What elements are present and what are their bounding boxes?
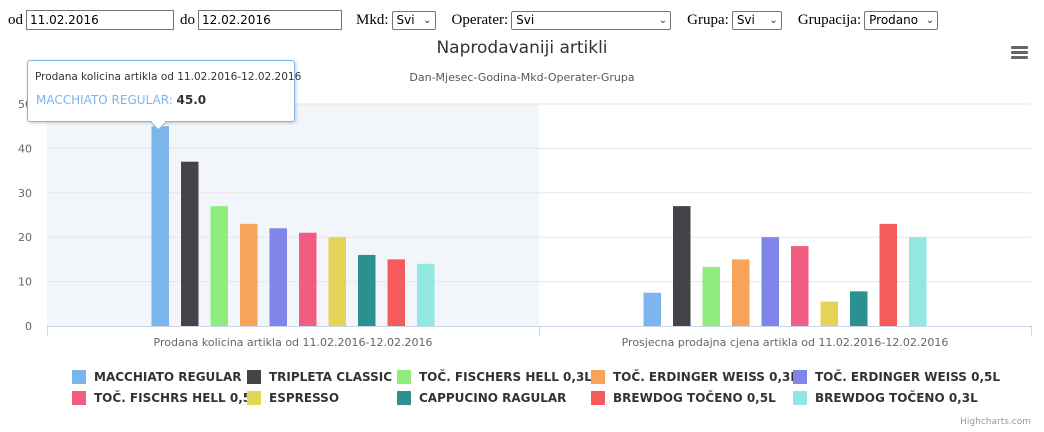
grupacija-label: Grupacija:: [797, 11, 862, 28]
y-tick-label: 10: [18, 276, 32, 289]
category-highlight: [47, 104, 539, 326]
bar: [673, 206, 691, 326]
bar: [358, 254, 376, 326]
x-tick-label: Prodana kolicina artikla od 11.02.2016-1…: [154, 336, 433, 349]
legend-swatch: [591, 370, 605, 384]
tooltip-point: MACCHIATO REGULAR: 45.0: [36, 93, 207, 107]
legend-item[interactable]: BREWDOG TOČENO 0,3L: [793, 391, 978, 405]
chart-subtitle: Dan-Mjesec-Godina-Mkd-Operater-Grupa: [409, 71, 635, 84]
grupacija-select[interactable]: Prodano ⌄: [864, 10, 939, 30]
bar: [269, 228, 287, 326]
grupa-label: Grupa:: [687, 11, 729, 28]
y-tick-label: 30: [18, 187, 32, 200]
legend-label: BREWDOG TOČENO 0,3L: [815, 391, 978, 405]
legend-item[interactable]: TRIPLETA CLASSIC: [247, 370, 392, 384]
legend-item[interactable]: BREWDOG TOČENO 0,5L: [591, 391, 776, 405]
chart-title: Naprodavaniji artikli: [436, 38, 608, 58]
legend-swatch: [247, 391, 261, 405]
legend-swatch: [397, 370, 411, 384]
legend-label: ESPRESSO: [269, 391, 340, 405]
date-from-input[interactable]: [26, 10, 174, 30]
legend-swatch: [793, 391, 807, 405]
legend-item[interactable]: MACCHIATO REGULAR: [72, 370, 241, 384]
legend-label: TOČ. FISCHERS HELL 0,3L: [419, 370, 592, 384]
chevron-down-icon: ⌄: [423, 14, 432, 26]
legend-label: MACCHIATO REGULAR: [94, 370, 242, 384]
date-to-label: do: [180, 11, 195, 28]
credits-link[interactable]: Highcharts.com: [960, 417, 1031, 427]
grupacija-select-value: Prodano: [869, 13, 919, 27]
legend-label: BREWDOG TOČENO 0,5L: [613, 391, 776, 405]
bar: [181, 161, 199, 326]
bar: [643, 292, 661, 326]
chart-menu-icon[interactable]: [1011, 46, 1028, 60]
legend-label: TOČ. ERDINGER WEISS 0,5L: [815, 370, 1001, 384]
legend-swatch: [72, 391, 86, 405]
y-tick-label: 0: [25, 320, 32, 333]
legend-swatch: [397, 391, 411, 405]
bar: [151, 126, 169, 326]
legend-swatch: [591, 391, 605, 405]
legend-item[interactable]: TOČ. ERDINGER WEISS 0,5L: [793, 370, 1000, 384]
mkd-select-value: Svi: [396, 13, 415, 27]
bar: [732, 259, 750, 326]
mkd-select[interactable]: Svi ⌄: [391, 10, 436, 30]
legend-item[interactable]: ESPRESSO: [247, 391, 339, 405]
legend-item[interactable]: TOČ. FISCHRS HELL 0,5L: [72, 391, 259, 405]
legend-label: CAPPUCINO RAGULAR: [419, 391, 567, 405]
chevron-down-icon: ⌄: [658, 14, 668, 26]
chevron-down-icon: ⌄: [769, 14, 778, 26]
legend-swatch: [247, 370, 261, 384]
filter-bar: od do Mkd: Svi ⌄ Operater: Svi ⌄ Grupa: …: [8, 9, 939, 31]
bar: [702, 266, 720, 326]
bar: [210, 206, 228, 326]
bar: [909, 237, 927, 326]
bar: [417, 263, 435, 326]
bar: [791, 246, 809, 326]
legend-swatch: [793, 370, 807, 384]
mkd-label: Mkd:: [356, 11, 389, 28]
date-to-input[interactable]: [198, 10, 342, 30]
bar: [387, 259, 405, 326]
y-tick-label: 40: [18, 142, 32, 155]
bar: [299, 232, 317, 326]
grupa-select[interactable]: Svi ⌄: [731, 10, 782, 30]
tooltip-value: 45.0: [176, 93, 207, 107]
bar: [328, 237, 346, 326]
grupa-select-value: Svi: [736, 13, 755, 27]
legend-label: TRIPLETA CLASSIC: [269, 370, 393, 384]
legend-swatch: [72, 370, 86, 384]
legend-item[interactable]: CAPPUCINO RAGULAR: [397, 391, 566, 405]
bar: [820, 301, 838, 326]
operater-select-value: Svi: [516, 13, 535, 27]
y-tick-label: 20: [18, 231, 32, 244]
operater-select[interactable]: Svi ⌄: [511, 10, 672, 30]
bar: [240, 223, 258, 326]
operater-label: Operater:: [451, 11, 509, 28]
tooltip-series-name: MACCHIATO REGULAR: [36, 93, 169, 107]
tooltip-header: Prodana kolicina artikla od 11.02.2016-1…: [35, 71, 302, 83]
bar: [879, 223, 897, 326]
bar: [850, 291, 868, 326]
x-tick-label: Prosjecna prodajna cjena artikla od 11.0…: [622, 336, 949, 349]
legend-item[interactable]: TOČ. ERDINGER WEISS 0,3L: [591, 370, 798, 384]
legend-item[interactable]: TOČ. FISCHERS HELL 0,3L: [397, 370, 592, 384]
chevron-down-icon: ⌄: [925, 14, 935, 26]
legend-label: TOČ. FISCHRS HELL 0,5L: [94, 391, 259, 405]
date-from-label: od: [8, 11, 23, 28]
chart-tooltip: Prodana kolicina artikla od 11.02.2016-1…: [27, 60, 301, 131]
bar: [761, 237, 779, 326]
legend-label: TOČ. ERDINGER WEISS 0,3L: [613, 370, 799, 384]
